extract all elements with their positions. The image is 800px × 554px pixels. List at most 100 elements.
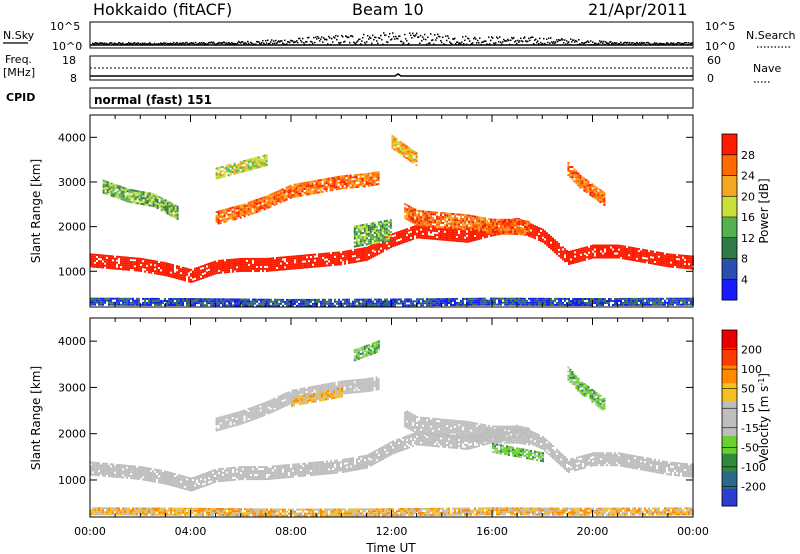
heatmap-cell <box>188 270 190 273</box>
heatmap-cell <box>309 192 312 195</box>
heatmap-cell <box>387 231 390 234</box>
heatmap-cell <box>268 265 270 268</box>
heatmap-cell <box>612 246 614 249</box>
heatmap-cell <box>634 247 636 250</box>
heatmap-cell <box>498 232 501 235</box>
noise-point <box>300 39 302 42</box>
noise-point <box>531 36 533 38</box>
heatmap-cell <box>284 268 286 271</box>
heatmap-cell <box>210 262 212 265</box>
heatmap-cell <box>208 300 210 303</box>
heatmap-cell <box>626 248 628 250</box>
heatmap-cell <box>386 298 388 301</box>
heatmap-cell <box>285 188 288 191</box>
heatmap-cell <box>122 301 124 304</box>
heatmap-cell <box>514 222 517 225</box>
heatmap-cell <box>364 247 366 250</box>
heatmap-cell <box>442 298 444 301</box>
heatmap-cell <box>374 252 376 255</box>
heatmap-cell <box>104 260 106 263</box>
heatmap-cell <box>454 229 456 232</box>
noise-point <box>203 42 205 44</box>
heatmap-cell <box>355 186 358 188</box>
heatmap-cell <box>246 257 248 260</box>
heatmap-cell <box>247 162 250 165</box>
heatmap-cell <box>154 260 156 263</box>
heatmap-cell <box>257 198 260 201</box>
heatmap-cell <box>299 188 302 191</box>
heatmap-cell <box>397 149 400 152</box>
heatmap-cell <box>270 263 272 266</box>
heatmap-cell <box>176 300 178 302</box>
heatmap-cell <box>474 301 476 304</box>
heatmap-cell <box>178 269 180 272</box>
heatmap-cell <box>394 236 396 239</box>
heatmap-cell <box>116 194 119 197</box>
noise-point <box>209 41 211 44</box>
heatmap-cell <box>308 302 310 305</box>
heatmap-cell <box>176 267 178 270</box>
heatmap-cell <box>148 297 150 300</box>
noise-point <box>394 38 396 40</box>
heatmap-cell <box>349 178 352 181</box>
heatmap-cell <box>118 301 120 304</box>
heatmap-cell <box>316 257 318 260</box>
heatmap-cell <box>245 212 248 215</box>
heatmap-cell <box>405 157 408 159</box>
heatmap-cell <box>418 222 421 224</box>
heatmap-cell <box>577 184 580 187</box>
heatmap-cell <box>162 263 164 266</box>
heatmap-cell <box>128 188 131 191</box>
heatmap-cell <box>172 215 175 218</box>
noise-point <box>640 43 642 45</box>
heatmap-cell <box>318 259 320 262</box>
heatmap-cell <box>488 230 491 233</box>
heatmap-cell <box>285 190 288 193</box>
heatmap-cell <box>261 198 264 201</box>
heatmap-cell <box>420 216 423 219</box>
heatmap-cell <box>134 263 136 266</box>
heatmap-cell <box>380 251 382 254</box>
heatmap-cell <box>214 264 216 267</box>
heatmap-cell <box>358 300 360 303</box>
heatmap-cell <box>377 235 380 238</box>
heatmap-cell <box>180 300 182 302</box>
heatmap-cell <box>568 257 570 259</box>
heatmap-cell <box>532 297 534 300</box>
noise-point <box>289 41 291 44</box>
heatmap-cell <box>257 202 260 205</box>
heatmap-cell <box>440 230 442 233</box>
noise-point <box>291 40 293 42</box>
heatmap-cell <box>308 262 310 265</box>
heatmap-cell <box>148 259 150 262</box>
heatmap-cell <box>482 301 484 304</box>
heatmap-cell <box>686 255 688 257</box>
heatmap-cell <box>668 255 670 258</box>
heatmap-cell <box>384 241 386 244</box>
heatmap-cell <box>122 264 124 267</box>
heatmap-cell <box>152 297 154 300</box>
heatmap-cell <box>644 249 646 252</box>
heatmap-cell <box>276 259 278 261</box>
heatmap-cell <box>576 258 578 261</box>
heatmap-cell <box>381 222 384 225</box>
heatmap-cell <box>606 252 608 255</box>
heatmap-cell <box>162 271 164 274</box>
heatmap-cell <box>500 230 503 233</box>
heatmap-cell <box>361 179 364 182</box>
heatmap-cell <box>329 185 332 188</box>
heatmap-cell <box>220 267 222 270</box>
heatmap-cell <box>448 216 451 219</box>
heatmap-cell <box>524 230 527 232</box>
heatmap-cell <box>126 301 128 304</box>
heatmap-cell <box>230 258 232 261</box>
heatmap-cell <box>368 249 370 252</box>
heatmap-cell <box>172 209 175 212</box>
heatmap-cell <box>599 189 602 192</box>
heatmap-cell <box>160 261 162 264</box>
heatmap-cell <box>366 256 368 259</box>
noise-point <box>685 42 687 44</box>
noise-point <box>403 42 405 44</box>
heatmap-cell <box>212 298 214 301</box>
heatmap-cell <box>160 197 163 200</box>
